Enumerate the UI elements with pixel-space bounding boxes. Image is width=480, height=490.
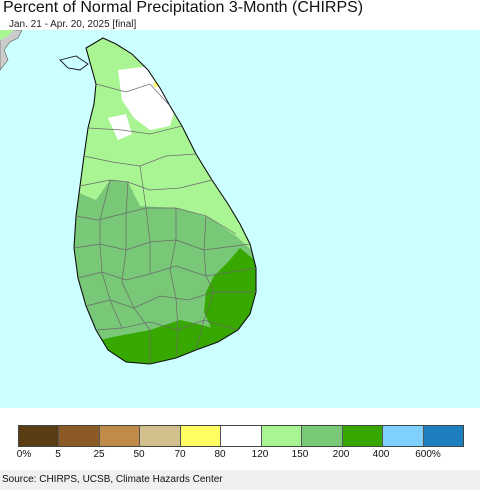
legend-swatch-2: [99, 426, 141, 446]
legend-swatch-10: [423, 426, 463, 446]
island-fill: [74, 38, 256, 364]
normal-patch-northwest: [108, 114, 132, 140]
legend-swatch-9: [383, 426, 424, 446]
map-canvas: [0, 30, 257, 365]
legend-label-1: 5: [55, 449, 61, 460]
below-normal-spot: [154, 82, 159, 87]
legend-label-3: 50: [133, 449, 145, 460]
legend-swatch-5: [221, 426, 262, 446]
legend-label-5: 80: [214, 449, 226, 460]
legend-label-9: 400: [372, 449, 390, 460]
legend-label-4: 70: [174, 449, 186, 460]
legend-swatch-7: [302, 426, 343, 446]
color-legend: [18, 425, 464, 447]
date-range-subtitle: Jan. 21 - Apr. 20, 2025 [final]: [9, 19, 137, 30]
district-boundaries: [73, 83, 257, 364]
legend-label-7: 150: [291, 449, 309, 460]
jaffna-peninsula-outline: [59, 55, 89, 71]
legend-swatch-1: [59, 426, 100, 446]
map-title: Percent of Normal Precipitation 3-Month …: [3, 0, 364, 16]
legend-swatch-0: [19, 426, 60, 446]
very-wet-region-south: [74, 320, 256, 364]
island-coastline: [73, 37, 257, 365]
precipitation-map: [0, 30, 480, 408]
source-credit: Source: CHIRPS, UCSB, Climate Hazards Ce…: [0, 470, 480, 490]
legend-swatch-8: [342, 426, 384, 446]
legend-label-2: 25: [93, 449, 105, 460]
legend-label-8: 200: [332, 449, 350, 460]
neighbor-landmass: [0, 30, 23, 71]
legend-swatch-6: [261, 426, 303, 446]
legend-swatch-4: [180, 426, 222, 446]
legend-label-6: 120: [251, 449, 269, 460]
legend-label-10: 600%: [415, 449, 441, 460]
neighbor-coast-shading: [0, 30, 14, 40]
legend-swatch-3: [140, 426, 181, 446]
legend-label-0: 0%: [16, 449, 32, 460]
